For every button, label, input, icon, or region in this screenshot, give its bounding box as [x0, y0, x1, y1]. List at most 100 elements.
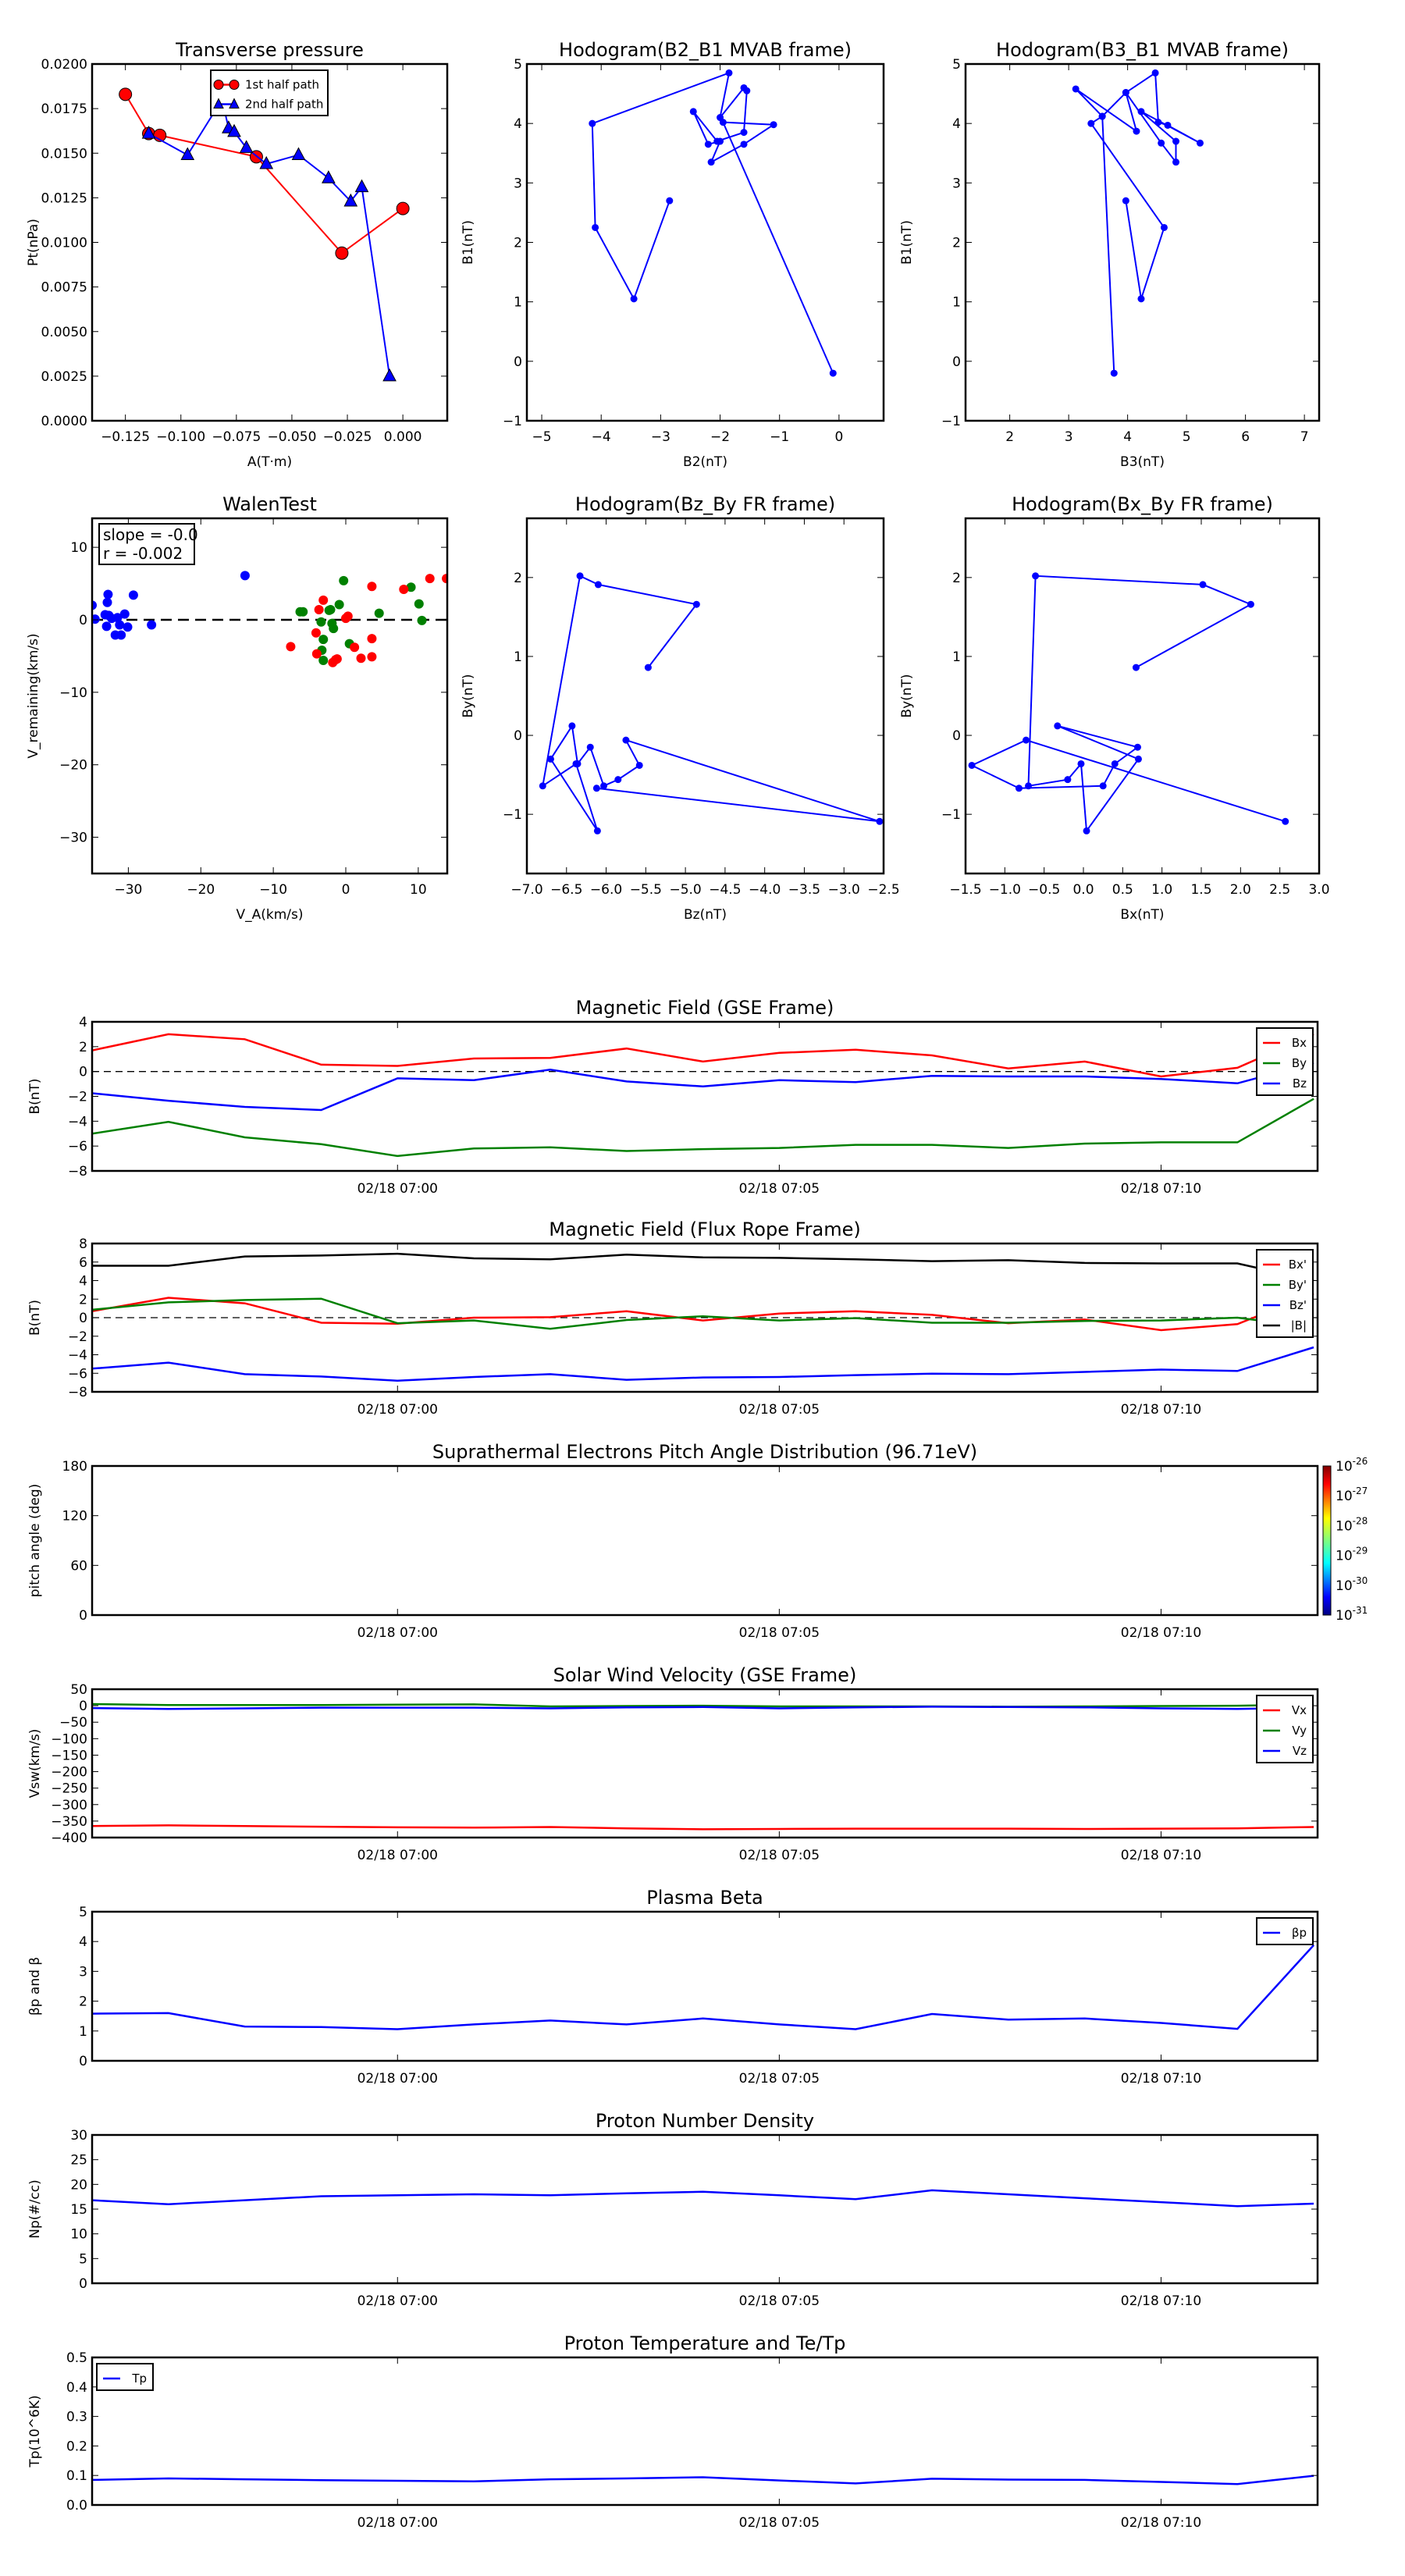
data-point: [622, 736, 630, 744]
x-tick-label: −2.5: [867, 882, 899, 898]
y-tick-label: 0.3: [66, 2410, 87, 2425]
legend-label: 2nd half path: [245, 98, 323, 112]
data-point: [1133, 127, 1140, 135]
data-point: [1160, 223, 1168, 231]
data-point: [692, 600, 700, 608]
y-tick-label: 0: [79, 1065, 87, 1080]
x-axis-label: A(T·m): [247, 454, 292, 470]
x-tick-label: 3.0: [1308, 882, 1329, 898]
y-tick-label: 15: [70, 2202, 87, 2218]
chart-title: Proton Number Density: [596, 2110, 814, 2132]
legend-marker: [229, 80, 240, 90]
y-tick-label: −350: [51, 1814, 87, 1830]
plot-area: [968, 572, 1289, 834]
x-axis-label: Bx(nT): [1120, 907, 1164, 923]
x-tick-label: 02/18 07:05: [739, 1181, 820, 1197]
y-tick-label: 2: [514, 236, 522, 251]
plot-frame: [91, 1688, 1319, 1839]
x-tick-label: 02/18 07:05: [739, 1402, 820, 1418]
data-point: [1151, 69, 1159, 76]
legend-marker: [229, 98, 240, 109]
y-tick-label: 3: [514, 176, 522, 191]
y-tick-label: 0.0100: [41, 236, 87, 251]
y-tick-label: −20: [59, 758, 87, 774]
data-point: [123, 622, 133, 632]
data-point: [968, 761, 976, 769]
y-tick-label: −1: [503, 807, 522, 823]
data-point: [332, 654, 342, 664]
data-point: [1137, 108, 1145, 116]
data-point: [291, 147, 306, 161]
chart-title: Proton Temperature and Te/Tp: [564, 2332, 846, 2354]
y-tick-label: 0.0200: [41, 57, 87, 73]
y-tick-label: 0.0175: [41, 101, 87, 117]
y-tick-label: 0: [952, 728, 961, 744]
data-point: [1110, 369, 1118, 377]
data-point: [1054, 722, 1062, 730]
r-text: r = -0.002: [103, 544, 183, 563]
y-tick-label: −4: [68, 1348, 87, 1364]
x-tick-label: −10: [259, 882, 287, 898]
data-point: [367, 652, 377, 662]
plot-frame: [91, 1910, 1319, 2062]
chart-hodogram-bz-by: Hodogram(Bz_By FR frame) −1 0 1 2 −7.0 −6.5 −6.…: [461, 493, 900, 923]
chart-title: Suprathermal Electrons Pitch Angle Distr…: [432, 1441, 977, 1463]
plot-area: [92, 1252, 1318, 1382]
x-tick-label: −2: [710, 429, 730, 445]
y-tick-label: 0.1: [66, 2468, 87, 2484]
y-tick-label: 6: [79, 1255, 87, 1271]
x-tick-label: −3: [651, 429, 670, 445]
data-point: [343, 611, 353, 621]
data-point: [311, 649, 322, 659]
x-tick-label: −7.0: [510, 882, 542, 898]
y-tick-label: −200: [51, 1765, 87, 1781]
data-point: [707, 158, 715, 166]
series-line-b2b1: [591, 71, 834, 374]
data-point: [354, 179, 369, 193]
series-line-bz: [92, 1062, 1314, 1112]
chart-pad: Suprathermal Electrons Pitch Angle Distr…: [27, 1441, 1368, 1641]
chart-title: Hodogram(Bx_By FR frame): [1012, 493, 1273, 515]
series-line-vx: [92, 1824, 1314, 1831]
y-tick-label: −300: [51, 1798, 87, 1813]
y-tick-label: 0.0050: [41, 325, 87, 340]
legend-label: Bz': [1289, 1298, 1307, 1312]
data-point: [128, 590, 138, 600]
series-line-bz: [92, 1346, 1314, 1382]
x-tick-label: 3: [1065, 429, 1073, 445]
plot-frame: [964, 62, 1321, 422]
data-point: [399, 585, 409, 594]
y-tick-label: 2: [79, 1292, 87, 1308]
y-tick-label: 2: [952, 236, 961, 251]
y-tick-label: 4: [514, 116, 522, 132]
legend-box: [96, 2363, 154, 2391]
data-point: [334, 600, 344, 610]
data-point: [1247, 600, 1254, 608]
y-tick-label: 0.5: [66, 2350, 87, 2366]
x-axis-label: V_A(km/s): [236, 907, 303, 923]
y-tick-label: 5: [952, 57, 961, 73]
legend: 1st half path 2nd half path: [210, 69, 329, 116]
x-tick-label: −0.025: [323, 429, 372, 445]
data-point: [592, 785, 600, 792]
y-tick-label: 1: [514, 295, 522, 311]
data-point: [546, 755, 554, 763]
data-point: [180, 147, 195, 161]
series-line-1sthalfpath: [124, 94, 404, 254]
data-point: [311, 628, 321, 638]
x-tick-label: 0.000: [384, 429, 422, 445]
y-axis-label: Pt(nPa): [26, 219, 41, 266]
y-tick-label: 4: [79, 1934, 87, 1950]
data-point: [594, 581, 602, 589]
chart-mag-gse: Magnetic Field (GSE Frame) −8 −6 −4 −2 0 2 4 02/…: [27, 997, 1319, 1197]
plot-area: [92, 2475, 1314, 2485]
y-tick-label: −150: [51, 1748, 87, 1763]
chart-title: Magnetic Field (GSE Frame): [576, 997, 834, 1019]
y-tick-label: −1: [941, 414, 961, 429]
x-tick-label: 02/18 07:00: [357, 1181, 438, 1197]
series-line-p: [92, 1944, 1315, 2030]
legend: Bx' By' Bz' |B|: [1256, 1249, 1314, 1338]
x-tick-label: −4.0: [749, 882, 781, 898]
data-point: [1111, 760, 1119, 767]
